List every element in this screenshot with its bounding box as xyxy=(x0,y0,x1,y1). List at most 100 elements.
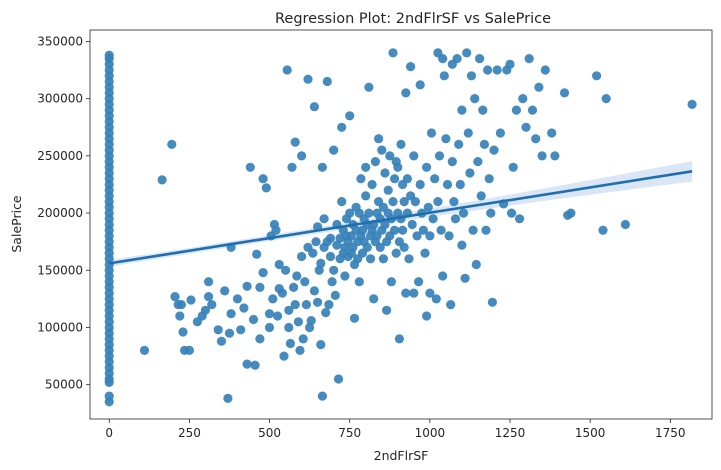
data-point xyxy=(415,80,425,90)
data-point xyxy=(455,179,465,190)
data-point xyxy=(390,174,400,184)
data-point xyxy=(297,251,307,262)
data-point xyxy=(365,254,376,264)
data-point xyxy=(438,54,448,64)
data-point xyxy=(285,338,295,349)
y-axis: 50000 100000 150000 200000 250000 300000 35000… xyxy=(37,34,90,392)
y-tick-label: 200000 xyxy=(37,206,83,220)
data-point xyxy=(442,179,453,190)
data-point xyxy=(175,311,185,321)
data-point xyxy=(224,328,235,338)
data-point xyxy=(317,162,327,172)
data-point xyxy=(362,242,372,252)
data-point xyxy=(399,197,409,207)
data-point xyxy=(390,225,400,235)
data-point xyxy=(426,128,437,138)
data-point xyxy=(333,374,344,384)
data-point xyxy=(306,316,316,326)
data-point xyxy=(492,65,502,75)
data-point xyxy=(274,259,284,270)
data-point xyxy=(167,139,177,149)
data-point xyxy=(340,271,350,281)
data-point xyxy=(258,174,268,184)
data-point xyxy=(462,48,472,58)
data-point xyxy=(364,82,374,92)
data-point xyxy=(378,254,388,264)
data-point xyxy=(298,334,308,344)
x-tick-label: 0 xyxy=(105,426,113,440)
data-point xyxy=(204,277,214,287)
data-point xyxy=(438,271,448,281)
plot-frame xyxy=(89,29,713,420)
data-point xyxy=(245,162,255,172)
data-point xyxy=(422,311,432,321)
data-point xyxy=(409,151,419,161)
regression-line-layer xyxy=(109,170,693,265)
data-point xyxy=(345,111,355,121)
data-point xyxy=(505,59,515,69)
data-point xyxy=(313,297,323,307)
data-point xyxy=(483,65,493,75)
data-point xyxy=(327,277,337,287)
data-point xyxy=(446,300,456,310)
data-point xyxy=(507,208,517,218)
data-point xyxy=(422,162,432,172)
data-point xyxy=(329,145,339,155)
data-point xyxy=(186,295,196,305)
data-point xyxy=(402,174,412,184)
data-point xyxy=(410,197,420,207)
data-point xyxy=(213,325,223,335)
data-point xyxy=(242,359,252,369)
data-point xyxy=(436,225,446,235)
data-point xyxy=(508,162,518,172)
data-point xyxy=(330,290,340,300)
data-point xyxy=(290,137,300,147)
data-point xyxy=(354,277,364,287)
data-point xyxy=(458,208,469,218)
data-point xyxy=(282,65,292,75)
data-point xyxy=(415,179,425,190)
data-point xyxy=(258,268,268,278)
data-point xyxy=(450,214,461,224)
data-point xyxy=(471,259,481,270)
data-point xyxy=(396,139,406,149)
data-point xyxy=(449,197,459,207)
data-point xyxy=(486,208,496,218)
data-point xyxy=(370,157,380,167)
data-point xyxy=(325,233,336,243)
data-point xyxy=(518,94,528,104)
y-axis-label: SalePrice xyxy=(9,195,24,253)
data-point xyxy=(293,317,303,327)
data-point xyxy=(470,94,480,104)
data-point xyxy=(388,48,398,58)
data-point xyxy=(290,300,300,310)
data-point xyxy=(281,265,291,275)
data-point xyxy=(226,309,236,319)
data-point xyxy=(273,311,283,321)
y-tick-label: 300000 xyxy=(37,92,83,106)
data-point xyxy=(487,297,497,307)
data-point xyxy=(349,313,360,323)
data-point xyxy=(414,277,424,287)
data-point xyxy=(401,288,411,298)
chart-title: Regression Plot: 2ndFlrSF vs SalePrice xyxy=(275,11,551,27)
data-point xyxy=(412,231,422,241)
data-point xyxy=(468,225,478,235)
data-point xyxy=(200,305,210,315)
data-point xyxy=(475,54,485,64)
data-point xyxy=(431,294,441,304)
data-point xyxy=(308,248,318,258)
data-point xyxy=(391,248,401,258)
data-point xyxy=(297,151,307,161)
data-point xyxy=(321,308,331,318)
data-point xyxy=(476,191,486,201)
data-point xyxy=(444,231,454,241)
data-point xyxy=(252,249,262,259)
data-point xyxy=(620,219,631,230)
data-point xyxy=(289,282,299,292)
data-point xyxy=(547,128,557,138)
data-point xyxy=(374,134,384,144)
data-point xyxy=(534,82,544,92)
data-point xyxy=(279,351,289,361)
scatter-points-layer xyxy=(104,48,697,407)
